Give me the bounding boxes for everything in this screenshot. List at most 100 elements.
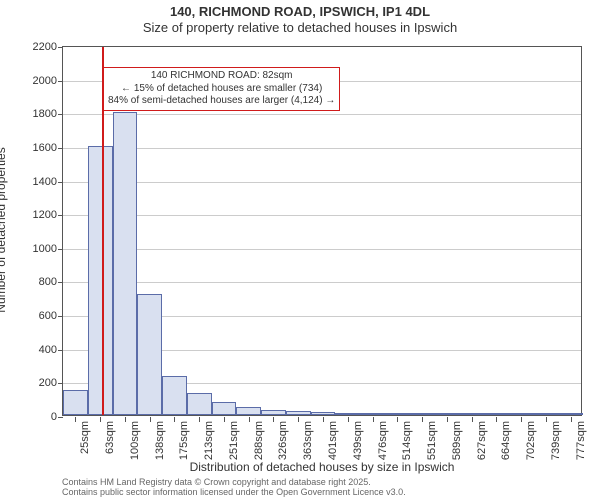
xtick-mark xyxy=(249,417,250,422)
xtick-label: 627sqm xyxy=(476,421,488,460)
xtick-mark xyxy=(199,417,200,422)
histogram-bar xyxy=(286,411,311,415)
xtick-label: 551sqm xyxy=(426,421,438,460)
xtick-label: 514sqm xyxy=(401,421,413,460)
ytick-mark xyxy=(58,114,63,115)
ytick-mark xyxy=(58,282,63,283)
histogram-bar xyxy=(311,412,336,415)
annotation-line1: 140 RICHMOND ROAD: 82sqm xyxy=(108,70,335,83)
xtick-mark xyxy=(174,417,175,422)
xtick-mark xyxy=(150,417,151,422)
histogram-bar xyxy=(360,413,385,415)
xtick-mark xyxy=(224,417,225,422)
xtick-mark xyxy=(397,417,398,422)
histogram-bar xyxy=(261,410,286,415)
gridline-h xyxy=(63,282,581,283)
x-axis-title: Distribution of detached houses by size … xyxy=(62,460,582,474)
ytick-mark xyxy=(58,81,63,82)
xtick-mark xyxy=(75,417,76,422)
xtick-label: 589sqm xyxy=(451,421,463,460)
gridline-h xyxy=(63,182,581,183)
ytick-mark xyxy=(58,316,63,317)
xtick-label: 175sqm xyxy=(178,421,190,460)
gridline-h xyxy=(63,249,581,250)
xtick-mark xyxy=(521,417,522,422)
xtick-mark xyxy=(100,417,101,422)
histogram-bar xyxy=(162,376,187,415)
histogram-bar xyxy=(236,407,261,415)
annotation-line2: ← 15% of detached houses are smaller (73… xyxy=(108,83,335,96)
ytick-label: 1000 xyxy=(17,243,57,255)
histogram-bar xyxy=(113,112,138,415)
ytick-mark xyxy=(58,249,63,250)
xtick-label: 739sqm xyxy=(550,421,562,460)
xtick-label: 363sqm xyxy=(302,421,314,460)
ytick-mark xyxy=(58,417,63,418)
ytick-label: 1400 xyxy=(17,176,57,188)
xtick-label: 25sqm xyxy=(79,421,91,454)
xtick-label: 326sqm xyxy=(277,421,289,460)
xtick-label: 439sqm xyxy=(352,421,364,460)
xtick-mark xyxy=(373,417,374,422)
annotation-box: 140 RICHMOND ROAD: 82sqm← 15% of detache… xyxy=(103,67,340,111)
histogram-bar xyxy=(385,413,410,415)
histogram-bar xyxy=(335,413,360,415)
xtick-mark xyxy=(323,417,324,422)
histogram-bar xyxy=(434,413,459,415)
xtick-mark xyxy=(472,417,473,422)
ytick-label: 1200 xyxy=(17,209,57,221)
xtick-mark xyxy=(496,417,497,422)
footer-attribution: Contains HM Land Registry data © Crown c… xyxy=(62,478,406,498)
chart-title-block: 140, RICHMOND ROAD, IPSWICH, IP1 4DL Siz… xyxy=(0,0,600,35)
gridline-h xyxy=(63,114,581,115)
xtick-label: 213sqm xyxy=(203,421,215,460)
xtick-label: 702sqm xyxy=(525,421,537,460)
ytick-label: 2000 xyxy=(17,75,57,87)
ytick-label: 2200 xyxy=(17,41,57,53)
xtick-mark xyxy=(571,417,572,422)
histogram-bar xyxy=(63,390,88,415)
ytick-mark xyxy=(58,215,63,216)
xtick-label: 777sqm xyxy=(575,421,587,460)
ytick-mark xyxy=(58,148,63,149)
histogram-bar xyxy=(533,413,558,415)
xtick-label: 100sqm xyxy=(129,421,141,460)
ytick-label: 200 xyxy=(17,377,57,389)
ytick-mark xyxy=(58,182,63,183)
ytick-mark xyxy=(58,47,63,48)
xtick-label: 476sqm xyxy=(377,421,389,460)
ytick-label: 400 xyxy=(17,344,57,356)
ytick-label: 1800 xyxy=(17,108,57,120)
xtick-label: 63sqm xyxy=(104,421,116,454)
histogram-bar xyxy=(558,413,583,415)
histogram-bar xyxy=(88,146,113,415)
annotation-line3: 84% of semi-detached houses are larger (… xyxy=(108,95,335,108)
xtick-label: 288sqm xyxy=(253,421,265,460)
ytick-label: 0 xyxy=(17,411,57,423)
xtick-label: 251sqm xyxy=(228,421,240,460)
xtick-mark xyxy=(348,417,349,422)
ytick-mark xyxy=(58,350,63,351)
ytick-label: 800 xyxy=(17,276,57,288)
ytick-label: 600 xyxy=(17,310,57,322)
plot-area: 0200400600800100012001400160018002000220… xyxy=(62,46,582,416)
xtick-mark xyxy=(546,417,547,422)
xtick-mark xyxy=(298,417,299,422)
gridline-h xyxy=(63,148,581,149)
histogram-bar xyxy=(137,294,162,415)
xtick-mark xyxy=(447,417,448,422)
xtick-label: 664sqm xyxy=(500,421,512,460)
xtick-label: 401sqm xyxy=(327,421,339,460)
chart-plot-wrap: 0200400600800100012001400160018002000220… xyxy=(62,46,582,416)
ytick-label: 1600 xyxy=(17,142,57,154)
footer-line2: Contains public sector information licen… xyxy=(62,488,406,498)
xtick-mark xyxy=(273,417,274,422)
histogram-bar xyxy=(509,413,534,415)
chart-title-line2: Size of property relative to detached ho… xyxy=(0,20,600,35)
y-axis-title: Number of detached properties xyxy=(0,147,8,312)
xtick-mark xyxy=(125,417,126,422)
xtick-mark xyxy=(422,417,423,422)
histogram-bar xyxy=(459,413,484,415)
xtick-label: 138sqm xyxy=(154,421,166,460)
histogram-bar xyxy=(484,413,509,415)
